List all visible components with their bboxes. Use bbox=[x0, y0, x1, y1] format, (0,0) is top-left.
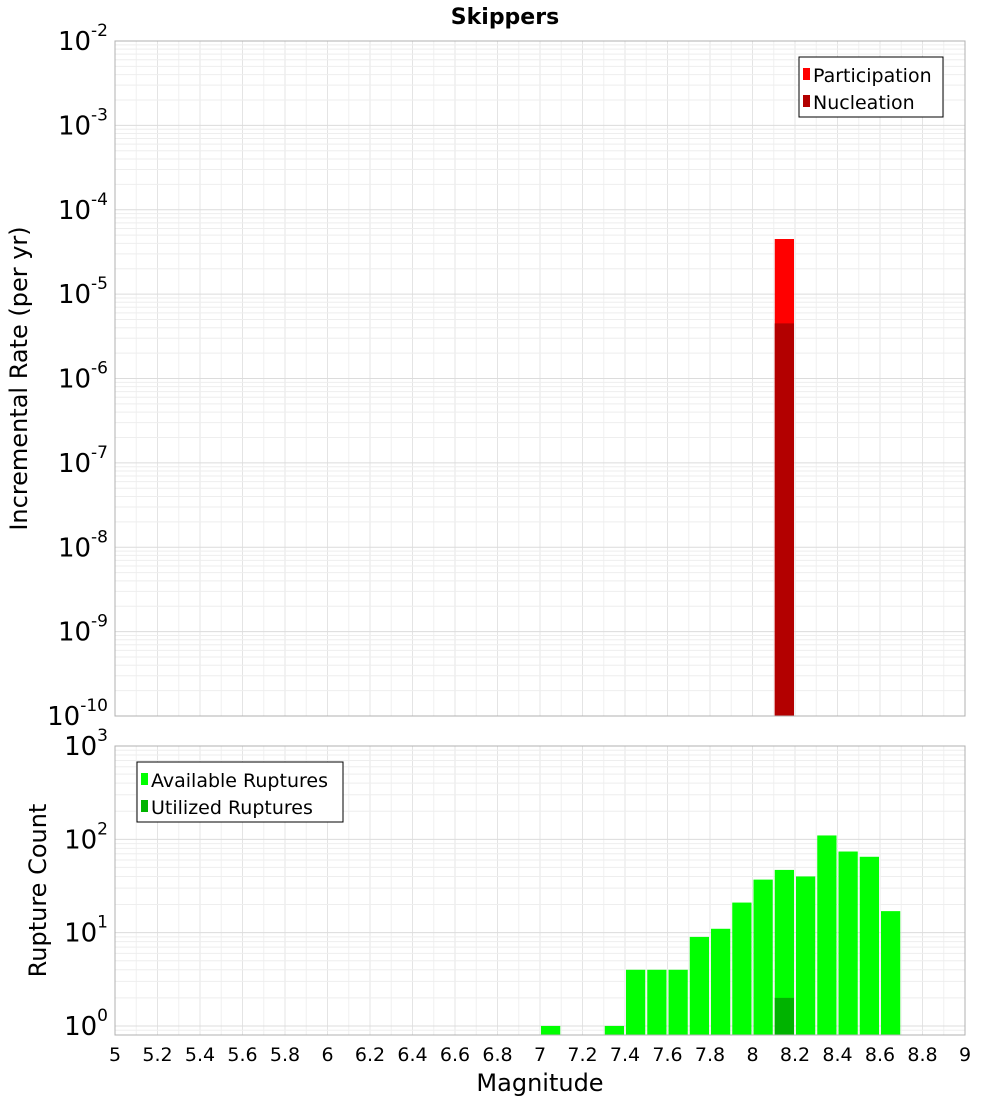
x-axis-title: Magnitude bbox=[476, 1069, 603, 1097]
x-tick-label: 6.2 bbox=[355, 1044, 385, 1066]
x-tick-label: 7.6 bbox=[652, 1044, 682, 1066]
x-tick-label: 8 bbox=[746, 1044, 758, 1066]
rate-y-tick-label: 10-7 bbox=[58, 443, 108, 479]
x-tick-label: 5.4 bbox=[185, 1044, 215, 1066]
count-available-ruptures-bar bbox=[817, 835, 837, 1035]
ticks-layer: 10-10 10-9 10-8 10-7 10-6 10-5 10-4 10-3 10-2 Inc… bbox=[5, 21, 971, 1066]
legend-layer: Participation Nucleation Available Rupture… bbox=[136, 56, 944, 823]
count-legend-label: Utilized Ruptures bbox=[151, 797, 313, 819]
count-y-tick-label: 102 bbox=[64, 819, 108, 855]
count-legend-swatch bbox=[141, 800, 148, 812]
x-tick-label: 6 bbox=[321, 1044, 333, 1066]
rate-plot-frame bbox=[114, 40, 966, 717]
x-tick-label: 8.2 bbox=[780, 1044, 810, 1066]
count-available-ruptures-bar bbox=[626, 969, 646, 1035]
count-available-ruptures-bar bbox=[753, 879, 773, 1035]
x-tick-label: 5.8 bbox=[270, 1044, 300, 1066]
x-tick-label: 6.6 bbox=[440, 1044, 470, 1066]
count-y-tick-label: 103 bbox=[64, 726, 108, 762]
count-available-ruptures-bar bbox=[711, 928, 731, 1035]
x-tick-label: 7.4 bbox=[610, 1044, 640, 1066]
rate-nucleation-bar bbox=[774, 323, 794, 716]
x-tick-label: 5.2 bbox=[142, 1044, 172, 1066]
count-available-ruptures-bar bbox=[668, 969, 688, 1035]
rate-legend-label: Nucleation bbox=[813, 92, 915, 114]
rate-y-tick-label: 10-3 bbox=[58, 105, 108, 141]
count-available-ruptures-bar bbox=[732, 902, 752, 1035]
x-tick-label: 7 bbox=[534, 1044, 546, 1066]
rate-y-tick-label: 10-8 bbox=[58, 527, 108, 563]
bars-layer bbox=[541, 239, 901, 1035]
rate-legend-swatch bbox=[803, 68, 810, 80]
x-tick-label: 5.6 bbox=[227, 1044, 257, 1066]
count-y-axis-title: Rupture Count bbox=[24, 804, 52, 978]
rate-legend-swatch bbox=[803, 95, 810, 107]
x-tick-label: 6.4 bbox=[397, 1044, 427, 1066]
count-available-ruptures-bar bbox=[838, 851, 858, 1035]
count-available-ruptures-bar bbox=[859, 856, 879, 1035]
frame-layer bbox=[114, 40, 966, 1036]
rate-y-tick-label: 10-9 bbox=[58, 612, 108, 648]
count-y-tick-label: 100 bbox=[64, 1006, 108, 1042]
chart-title: Skippers bbox=[451, 5, 559, 30]
rate-y-tick-label: 10-5 bbox=[58, 274, 108, 310]
count-legend-label: Available Ruptures bbox=[151, 770, 328, 792]
count-legend-box bbox=[136, 761, 344, 823]
rate-legend-box bbox=[798, 56, 944, 118]
x-tick-label: 8.6 bbox=[865, 1044, 895, 1066]
count-available-ruptures-bar bbox=[881, 911, 901, 1035]
count-available-ruptures-bar bbox=[647, 969, 667, 1035]
count-y-tick-label: 101 bbox=[64, 913, 108, 949]
count-available-ruptures-bar bbox=[774, 869, 794, 1035]
count-plot-frame bbox=[114, 745, 966, 1036]
x-tick-label: 7.8 bbox=[695, 1044, 725, 1066]
count-available-ruptures-bar bbox=[541, 1025, 561, 1035]
grid-layer bbox=[114, 41, 966, 1036]
rate-y-tick-label: 10-10 bbox=[47, 696, 108, 732]
rate-y-tick-label: 10-4 bbox=[58, 190, 108, 226]
x-tick-label: 5 bbox=[109, 1044, 121, 1066]
x-tick-label: 8.4 bbox=[822, 1044, 852, 1066]
count-available-ruptures-bar bbox=[796, 876, 816, 1035]
count-utilized-ruptures-bar bbox=[774, 997, 794, 1035]
x-tick-label: 6.8 bbox=[482, 1044, 512, 1066]
rate-legend-label: Participation bbox=[813, 65, 932, 87]
x-tick-label: 8.8 bbox=[907, 1044, 937, 1066]
rate-y-tick-label: 10-6 bbox=[58, 359, 108, 395]
x-tick-label: 7.2 bbox=[567, 1044, 597, 1066]
rate-y-axis-title: Incremental Rate (per yr) bbox=[5, 226, 33, 530]
count-available-ruptures-bar bbox=[604, 1025, 624, 1035]
x-tick-label: 9 bbox=[959, 1044, 971, 1066]
count-legend-swatch bbox=[141, 773, 148, 785]
count-available-ruptures-bar bbox=[689, 936, 709, 1035]
rate-y-tick-label: 10-2 bbox=[58, 21, 108, 57]
